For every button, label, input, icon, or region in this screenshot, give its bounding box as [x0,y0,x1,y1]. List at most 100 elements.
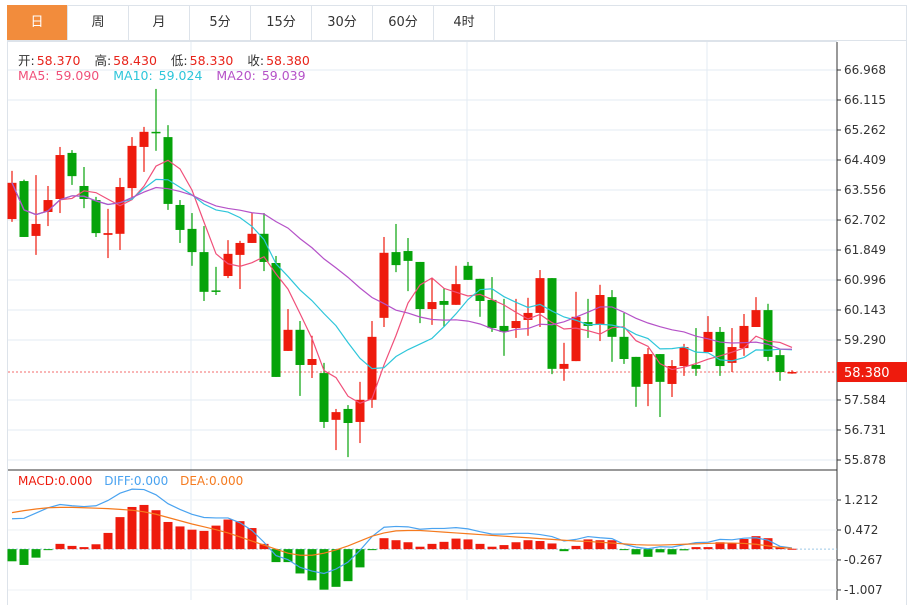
candle-body [751,310,761,327]
candle [283,309,293,351]
candle-body [643,354,653,384]
candle [55,146,65,214]
diff-value: DIFF:0.000 [104,474,169,488]
candle [151,88,161,151]
candle-body [223,253,233,277]
ma5-value: 59.090 [55,68,100,83]
candle-body [487,299,497,329]
macd-bar [379,538,389,550]
candle-body [727,347,737,363]
macd-bar [703,547,713,550]
macd-bar [163,521,173,550]
candle-body [79,185,89,199]
candle-body [235,242,245,255]
macd-bar [319,549,329,590]
dea-line [11,506,793,556]
candle [499,298,509,356]
candle-body [343,408,353,424]
candle-body [355,399,365,422]
macd-bar [367,549,377,551]
candle [655,354,665,418]
candle-body [535,278,545,313]
candle-body [715,331,725,367]
macd-bar [151,510,161,550]
candle [463,261,473,280]
macd-bar [115,517,125,550]
macd-bar [19,549,29,565]
candle [703,316,713,352]
macd-bar [31,549,41,558]
macd-bar [127,506,137,550]
ma20-line [11,182,793,350]
tab-week[interactable]: 周 [68,5,129,40]
close-value: 58.380 [266,53,310,68]
macd-bar [91,544,101,550]
macd-bar [607,540,617,550]
candle-body [787,372,797,374]
candle-body [463,265,473,280]
candle-body [115,187,125,234]
price-tick-label: 57.584 [844,393,886,407]
candle-body [559,363,569,369]
candle [547,278,557,375]
candle [127,137,137,201]
macd-bar [199,530,209,550]
candle [559,342,569,381]
candle-body [259,233,269,262]
price-tick-label: 64.409 [844,153,886,167]
candle-body [247,233,257,243]
candle [427,278,437,325]
candle-body [427,302,437,310]
macd-tick-label: 1.212 [844,493,878,507]
candle [103,208,113,259]
tab-60min[interactable]: 60分 [373,5,434,40]
candle-body [43,200,53,213]
ma20-label: MA20: [216,68,256,83]
candle-body [571,316,581,362]
price-tick-label: 66.115 [844,93,886,107]
candle [91,196,101,237]
tab-15min[interactable]: 15分 [251,5,312,40]
candle [775,349,785,381]
macd-bar [235,521,245,550]
candle-body [7,182,17,220]
candle-body [151,131,161,134]
candle [271,255,281,377]
macd-bar [403,542,413,550]
macd-bar [691,547,701,550]
candle-body [511,321,521,329]
tab-4hour[interactable]: 4时 [434,5,495,40]
candle [535,270,545,327]
candle [451,265,461,305]
macd-bar [499,545,509,550]
macd-bar [139,504,149,550]
tab-month[interactable]: 月 [129,5,190,40]
candle-body [211,290,221,292]
tab-day[interactable]: 日 [7,5,68,40]
candle [595,284,605,342]
candle [163,125,173,210]
tab-30min[interactable]: 30分 [312,5,373,40]
candle-body [91,200,101,234]
last-price-label: 58.380 [844,366,890,381]
chart-frame [7,5,907,605]
price-tick-label: 63.556 [844,183,886,197]
candle-body [319,373,329,422]
candle [751,297,761,327]
candle [355,381,365,444]
candle-body [199,252,209,292]
candle [571,291,581,362]
candle [235,240,245,290]
candle-body [283,329,293,351]
tab-5min[interactable]: 5分 [190,5,251,40]
candle-body [667,366,677,384]
candle-body [655,354,665,382]
candle [187,213,197,266]
macd-bar [559,549,569,552]
macd-bar [283,549,293,563]
candle [67,150,77,185]
candle [331,408,341,451]
high-value: 58.430 [113,53,157,68]
macd-bar [7,549,17,562]
